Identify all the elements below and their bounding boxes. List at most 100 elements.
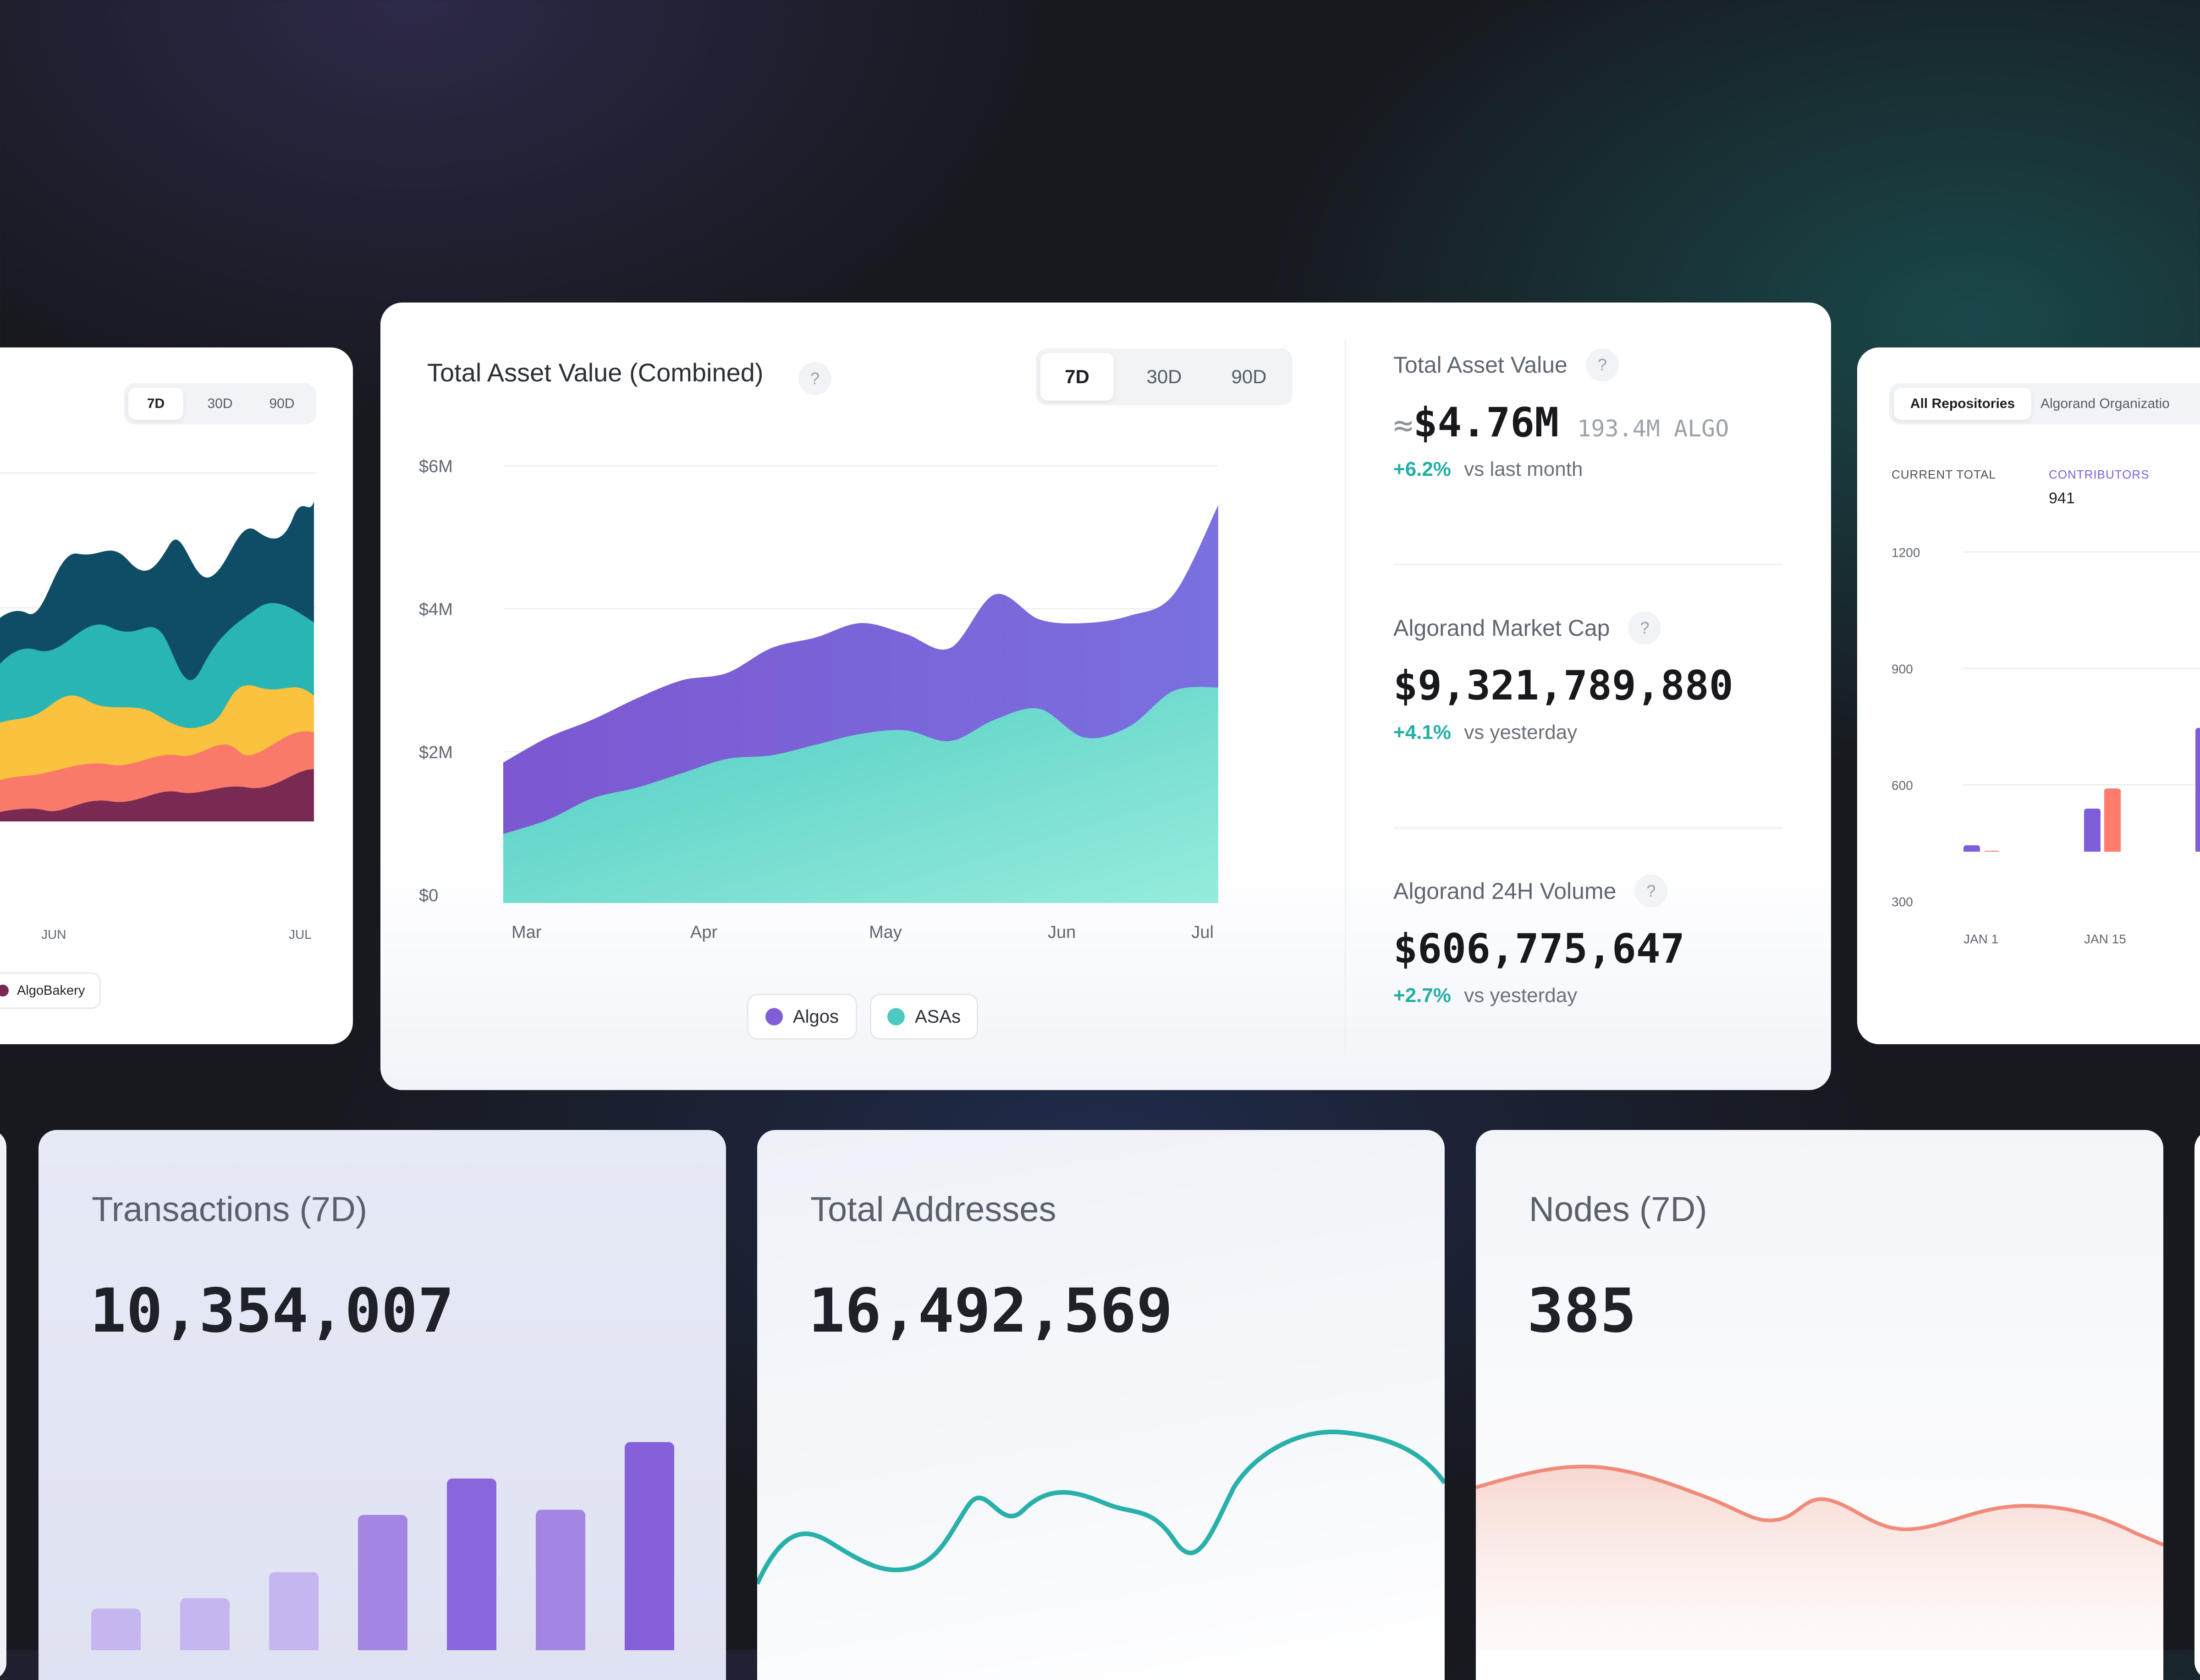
left-period-30d[interactable]: 30D: [207, 396, 233, 411]
chart-title: Total Asset Value (Combined): [427, 358, 764, 387]
help-icon[interactable]: ?: [798, 362, 831, 395]
period-30d[interactable]: 30D: [1146, 366, 1182, 387]
stat-change-row: +4.1% vs yesterday: [1393, 721, 1783, 744]
repo-bar: [2084, 809, 2101, 852]
transactions-bar: [358, 1515, 407, 1650]
transactions-bar: [625, 1442, 674, 1650]
left-period-90d[interactable]: 90D: [269, 396, 295, 411]
legend-asas-label: ASAs: [914, 1006, 961, 1027]
help-icon[interactable]: ?: [1628, 611, 1661, 644]
stat-label: Algorand Market Cap ?: [1393, 611, 1783, 644]
x-tick-label: May: [869, 923, 902, 942]
x-label-jan15: JAN 15: [2084, 932, 2126, 946]
stat-market-cap: Algorand Market Cap ? $9,321,789,880 +4.…: [1393, 611, 1783, 744]
left-x-label-jun: JUN: [41, 927, 66, 942]
nodes-value: 385: [1527, 1276, 1637, 1346]
stat-label: Total Asset Value ?: [1393, 348, 1783, 381]
transactions-bar: [536, 1509, 585, 1650]
stat-value-row: ≈ $4.76M 193.4M ALGO: [1393, 399, 1783, 446]
legend-label: AlgoBakery: [17, 983, 85, 998]
x-tick-label: Apr: [690, 923, 717, 942]
stat-total-asset-value: Total Asset Value ? ≈ $4.76M 193.4M ALGO…: [1393, 348, 1783, 481]
divider: [1393, 564, 1783, 565]
left-period-7d[interactable]: 7D: [128, 388, 183, 420]
left-stacked-chart-card: 7D 30D 90D JUN JUL AlgoBakery: [0, 347, 353, 1044]
stat-value: $4.76M: [1413, 399, 1559, 446]
stat-value-row: $9,321,789,880: [1393, 662, 1783, 709]
y-tick-label: $6M: [419, 457, 453, 476]
x-tick-label: Mar: [512, 923, 542, 942]
x-tick-label: Jun: [1048, 923, 1076, 942]
transactions-value: 10,354,007: [90, 1276, 454, 1346]
stat-24h-volume: Algorand 24H Volume ? $606,775,647 +2.7%…: [1393, 875, 1783, 1007]
addresses-label: Total Addresses: [810, 1190, 1056, 1229]
stat-label-text: Total Asset Value: [1393, 352, 1568, 378]
y-tick-label: $2M: [419, 743, 453, 762]
repo-bar: [1984, 851, 2000, 852]
tab-all-repositories[interactable]: All Repositories: [1894, 388, 2031, 420]
repositories-card: All Repositories Algorand Organizatio CU…: [1857, 347, 2200, 1044]
y-label-600: 600: [1892, 778, 1913, 793]
left-x-label-jul: JUL: [289, 927, 312, 942]
legend-algos-label: Algos: [792, 1006, 839, 1027]
legend-asas-dot: [887, 1008, 905, 1025]
period-90d[interactable]: 90D: [1231, 366, 1267, 387]
total-asset-value-card: Total Asset Value (Combined) ? 7D 30D 90…: [380, 303, 1831, 1090]
stat-secondary: 193.4M ALGO: [1577, 415, 1729, 442]
x-tick-label: Jul: [1191, 923, 1214, 942]
partial-card-left-edge: [0, 1130, 6, 1680]
legend-dot: [0, 985, 9, 997]
left-stacked-area-chart: [0, 472, 353, 1008]
stat-value: $606,775,647: [1393, 925, 1685, 972]
contributors-label[interactable]: CONTRIBUTORS: [2049, 468, 2150, 481]
transactions-label: Transactions (7D): [92, 1190, 368, 1229]
stat-change-note: vs yesterday: [1464, 984, 1578, 1007]
x-label-jan1: JAN 1: [1964, 932, 1999, 946]
approx-symbol: ≈: [1393, 406, 1414, 444]
stat-label-text: Algorand 24H Volume: [1393, 878, 1617, 904]
period-7d[interactable]: 7D: [1040, 353, 1114, 401]
transactions-card: Transactions (7D) 10,354,007: [38, 1130, 726, 1680]
y-label-900: 900: [1892, 662, 1913, 676]
stat-label: Algorand 24H Volume ?: [1393, 875, 1783, 908]
legend-algos-dot: [765, 1008, 783, 1025]
repo-bar: [2104, 788, 2121, 852]
stat-change: +6.2%: [1393, 458, 1451, 480]
stat-change-row: +6.2% vs last month: [1393, 458, 1783, 481]
repo-bar: [2195, 728, 2200, 852]
contributors-value: 941: [2049, 490, 2075, 507]
addresses-line-chart: [757, 1429, 1445, 1585]
tab-algorand-organization[interactable]: Algorand Organizatio: [2040, 396, 2170, 411]
period-selector: 7D 30D 90D: [1036, 348, 1292, 405]
stat-value: $9,321,789,880: [1393, 662, 1733, 709]
y-label-1200: 1200: [1892, 545, 1920, 560]
repo-bar-chart: [1963, 551, 2200, 852]
transactions-bar: [269, 1572, 319, 1650]
stat-value-row: $606,775,647: [1393, 925, 1783, 972]
stat-change-row: +2.7% vs yesterday: [1393, 984, 1783, 1007]
legend: Algos ASAs: [747, 994, 978, 1040]
addresses-line: [757, 1429, 1445, 1585]
nodes-area: [1476, 1466, 2163, 1650]
stat-change-note: vs yesterday: [1464, 721, 1578, 744]
help-icon[interactable]: ?: [1585, 348, 1619, 381]
nodes-label: Nodes (7D): [1529, 1190, 1707, 1229]
y-label-300: 300: [1892, 895, 1913, 909]
addresses-value: 16,492,569: [808, 1276, 1173, 1346]
nodes-area-chart: [1476, 1465, 2163, 1650]
vertical-divider: [1345, 339, 1346, 1054]
divider: [1393, 827, 1783, 829]
transactions-bar: [91, 1608, 141, 1650]
partial-card-right-edge: [2194, 1130, 2200, 1680]
help-icon[interactable]: ?: [1634, 875, 1668, 908]
total-addresses-card: Total Addresses 16,492,569: [757, 1130, 1445, 1680]
legend-asas[interactable]: ASAs: [870, 994, 978, 1040]
repo-bar: [1964, 845, 1980, 852]
repo-tabs: All Repositories Algorand Organizatio: [1889, 383, 2200, 424]
left-period-selector: 7D 30D 90D: [124, 383, 316, 424]
left-legend-item[interactable]: AlgoBakery: [0, 972, 101, 1009]
area-asas: [503, 687, 1218, 903]
combined-area-chart: $0 $2M $4M $6M Mar Apr May Jun Jul: [419, 457, 1218, 942]
y-tick-label: $4M: [419, 600, 453, 619]
legend-algos[interactable]: Algos: [747, 994, 857, 1040]
